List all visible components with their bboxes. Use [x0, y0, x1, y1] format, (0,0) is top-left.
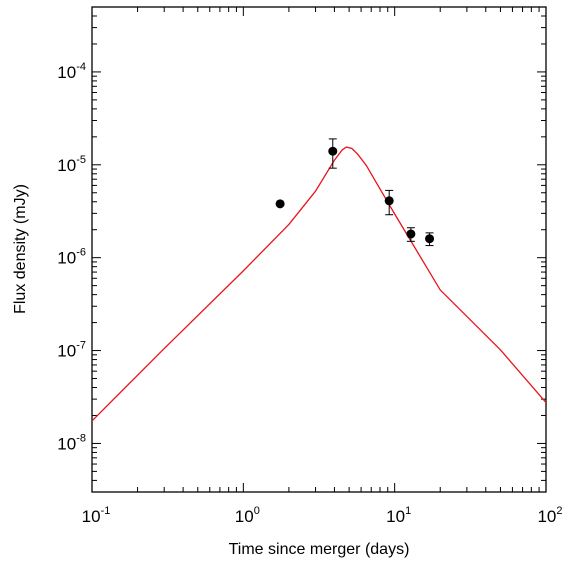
- y-axis-label: Flux density (mJy): [12, 184, 29, 314]
- y-tick-label: 10-4: [57, 61, 86, 82]
- data-point: [275, 199, 285, 209]
- data-point: [328, 146, 338, 156]
- data-point: [406, 229, 416, 239]
- x-tick-label: 101: [386, 505, 411, 526]
- axis-ticks: [91, 6, 546, 493]
- y-tick-label: 10-5: [57, 154, 86, 175]
- model-curve: [91, 146, 547, 422]
- y-tick-label: 10-8: [57, 432, 86, 453]
- data-point: [425, 234, 435, 244]
- x-axis-label: Time since merger (days): [229, 541, 410, 558]
- y-tick-label: 10-7: [57, 340, 86, 361]
- x-tick-label: 102: [537, 505, 562, 526]
- x-tick-label: 100: [235, 505, 260, 526]
- y-tick-labels: 10-8 10-7 10-6 10-5 10-4: [57, 61, 86, 454]
- plot-frame: [91, 6, 547, 493]
- data-point: [384, 196, 394, 206]
- y-tick-label: 10-6: [57, 247, 86, 268]
- x-tick-label: 10-1: [82, 505, 111, 526]
- x-tick-labels: 10-1 100 101 102: [82, 505, 562, 526]
- data-points: [275, 138, 435, 247]
